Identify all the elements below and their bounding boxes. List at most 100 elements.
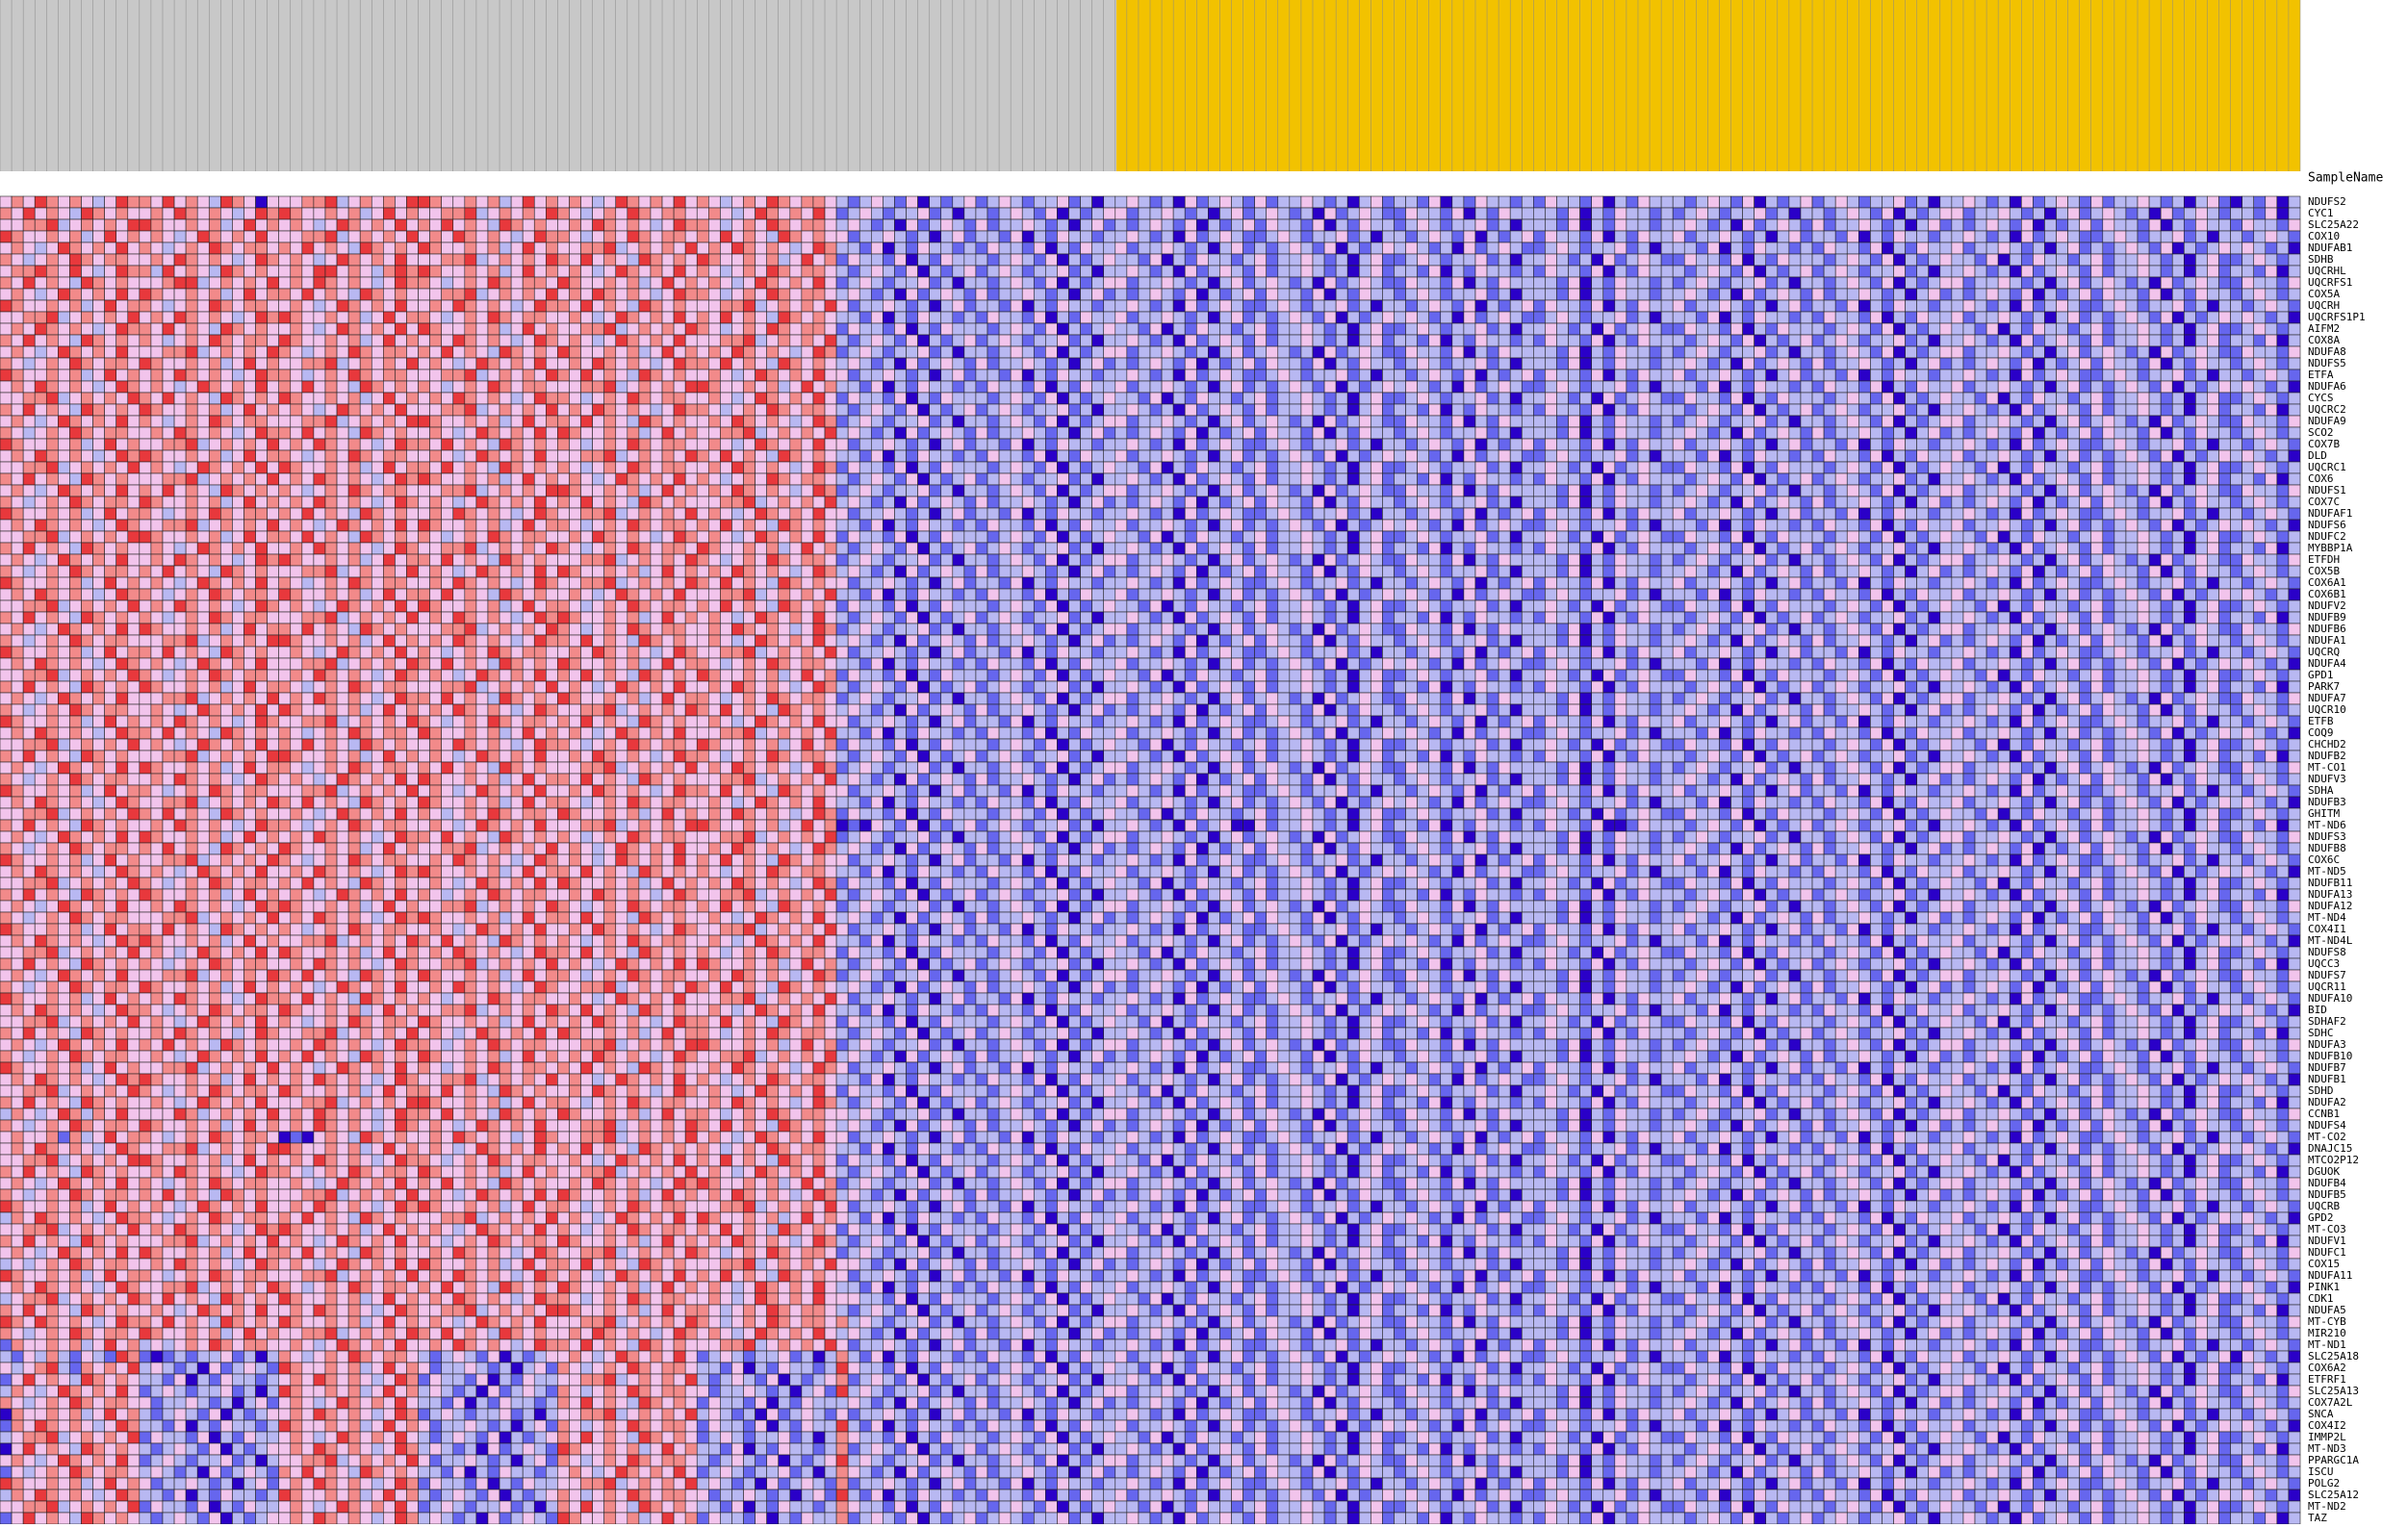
cell bbox=[2184, 219, 2195, 231]
cell bbox=[1464, 219, 1475, 231]
cell bbox=[371, 254, 383, 266]
cell bbox=[314, 254, 325, 266]
cell bbox=[302, 254, 314, 266]
cell bbox=[720, 242, 731, 254]
cell bbox=[1243, 231, 1255, 242]
cell bbox=[1499, 266, 1510, 277]
cell bbox=[1847, 196, 1858, 208]
cell bbox=[1290, 242, 1301, 254]
cell bbox=[291, 266, 302, 277]
cell bbox=[976, 266, 987, 277]
cell bbox=[314, 208, 325, 219]
cell bbox=[302, 266, 314, 277]
cell bbox=[1615, 196, 1627, 208]
cell bbox=[1347, 231, 1359, 242]
cell bbox=[616, 242, 628, 254]
cell bbox=[1789, 266, 1801, 277]
cell bbox=[1731, 231, 1743, 242]
cell bbox=[337, 277, 348, 289]
cell bbox=[593, 219, 604, 231]
cell bbox=[1755, 208, 1766, 219]
cell bbox=[1615, 208, 1627, 219]
cell bbox=[1696, 219, 1707, 231]
cell bbox=[2195, 242, 2207, 254]
cell bbox=[1081, 219, 1092, 231]
cell bbox=[836, 219, 848, 231]
cell bbox=[907, 219, 918, 231]
cell bbox=[12, 254, 23, 266]
cell bbox=[1696, 254, 1707, 266]
cell bbox=[243, 266, 255, 277]
cell bbox=[1627, 208, 1638, 219]
cell bbox=[1556, 208, 1568, 219]
cell bbox=[1684, 219, 1696, 231]
cell bbox=[1812, 254, 1824, 266]
cell bbox=[779, 231, 790, 242]
cell bbox=[1812, 208, 1824, 219]
cell bbox=[941, 254, 953, 266]
cell bbox=[2126, 242, 2138, 254]
cell bbox=[430, 266, 442, 277]
cell bbox=[325, 242, 337, 254]
cell bbox=[128, 242, 140, 254]
cell bbox=[243, 219, 255, 231]
cell bbox=[534, 231, 546, 242]
cell bbox=[1824, 196, 1835, 208]
cell bbox=[406, 196, 418, 208]
cell bbox=[1812, 266, 1824, 277]
cell bbox=[2219, 254, 2231, 266]
cell bbox=[930, 266, 941, 277]
cell bbox=[383, 208, 395, 219]
cell bbox=[23, 254, 35, 266]
cell bbox=[511, 219, 523, 231]
cell bbox=[1173, 242, 1185, 254]
cell bbox=[1255, 219, 1267, 231]
cell bbox=[325, 208, 337, 219]
cell bbox=[1556, 231, 1568, 242]
cell bbox=[1011, 196, 1022, 208]
cell bbox=[1847, 266, 1858, 277]
cell bbox=[1986, 266, 1998, 277]
cell bbox=[1743, 266, 1755, 277]
cell bbox=[1510, 231, 1522, 242]
cell bbox=[209, 231, 220, 242]
cell bbox=[802, 242, 813, 254]
cell bbox=[2103, 254, 2114, 266]
cell bbox=[976, 231, 987, 242]
cell bbox=[1603, 242, 1615, 254]
cell bbox=[453, 231, 465, 242]
cell bbox=[2033, 231, 2044, 242]
cell bbox=[685, 266, 697, 277]
cell bbox=[1336, 208, 1347, 219]
cell bbox=[1127, 242, 1139, 254]
cell bbox=[81, 196, 92, 208]
cell bbox=[1556, 219, 1568, 231]
cell bbox=[883, 266, 894, 277]
cell bbox=[291, 219, 302, 231]
cell bbox=[1650, 242, 1661, 254]
cell bbox=[1359, 231, 1371, 242]
cell bbox=[58, 231, 69, 242]
cell bbox=[1162, 231, 1173, 242]
cell bbox=[941, 219, 953, 231]
cell bbox=[1139, 231, 1150, 242]
cell bbox=[2207, 196, 2218, 208]
cell bbox=[859, 219, 871, 231]
cell bbox=[1743, 231, 1755, 242]
cell bbox=[651, 219, 662, 231]
cell bbox=[1615, 254, 1627, 266]
cell bbox=[2161, 254, 2172, 266]
cell bbox=[697, 266, 708, 277]
cell bbox=[1661, 196, 1673, 208]
cell bbox=[476, 208, 488, 219]
cell bbox=[1917, 266, 1929, 277]
cell bbox=[2277, 196, 2289, 208]
cell bbox=[488, 266, 500, 277]
cell bbox=[2242, 208, 2254, 219]
cell bbox=[534, 266, 546, 277]
cell bbox=[848, 208, 859, 219]
cell bbox=[731, 196, 743, 208]
cell bbox=[314, 242, 325, 254]
cell bbox=[1812, 231, 1824, 242]
cell bbox=[395, 231, 406, 242]
